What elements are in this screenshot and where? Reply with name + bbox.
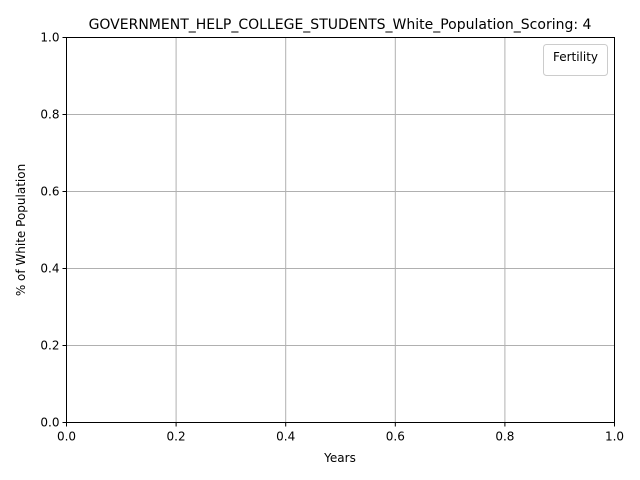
x-tick-label: 0.6 (386, 430, 405, 444)
y-tick-label: 0.8 (40, 108, 59, 122)
y-tick-label: 0.0 (40, 416, 59, 430)
x-tick-label: 0.8 (495, 430, 514, 444)
y-tick-label: 0.4 (40, 262, 59, 276)
x-tick-label: 0.0 (57, 430, 76, 444)
y-tick-label: 0.2 (40, 339, 59, 353)
plot-area-frame (66, 37, 615, 423)
y-axis-label: % of White Population (14, 164, 28, 296)
x-tick-label: 0.2 (167, 430, 186, 444)
chart-title: GOVERNMENT_HELP_COLLEGE_STUDENTS_White_P… (89, 17, 592, 33)
x-tick-label: 0.4 (276, 430, 295, 444)
legend-box (543, 44, 608, 76)
y-tick-label: 1.0 (40, 31, 59, 45)
y-tick-label: 0.6 (40, 185, 59, 199)
legend: Fertility (543, 44, 608, 76)
grid (66, 37, 615, 423)
x-axis-label: Years (323, 451, 356, 465)
x-tick-label: 1.0 (605, 430, 624, 444)
x-axis: 0.0 0.2 0.4 0.6 0.8 1.0 (57, 422, 624, 444)
legend-title: Fertility (553, 50, 598, 64)
y-axis: 0.0 0.2 0.4 0.6 0.8 1.0 (40, 31, 67, 430)
